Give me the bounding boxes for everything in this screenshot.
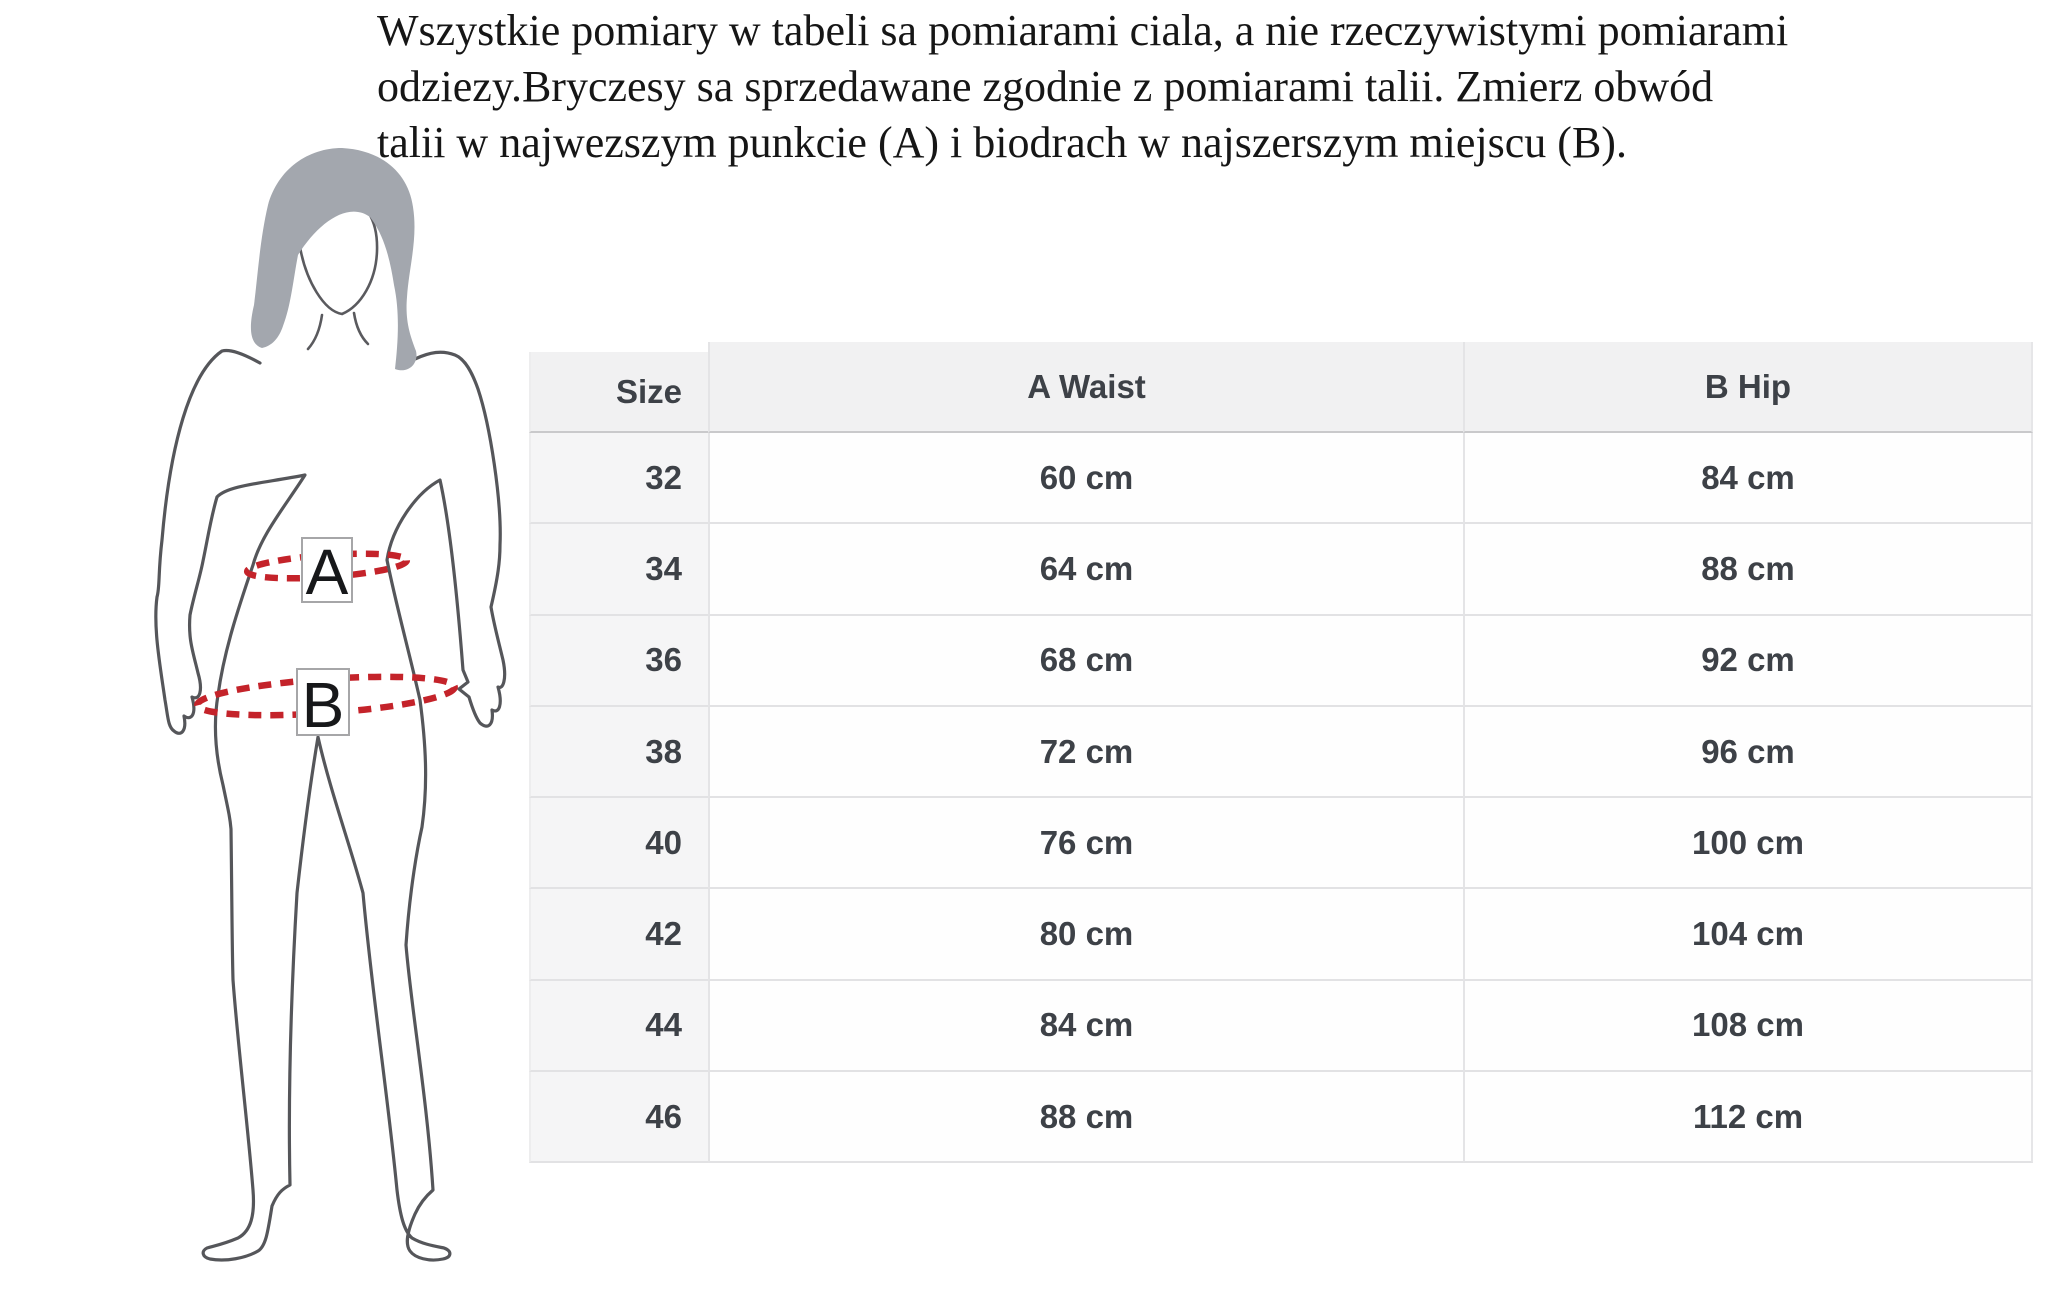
neck-line-right	[352, 311, 370, 346]
waist-marker-letter: A	[306, 536, 349, 608]
size-column-header: Size	[529, 352, 708, 433]
size-cell-row-8: 46	[529, 1072, 708, 1164]
hip-cell-row-6: 104 cm	[1463, 889, 2033, 981]
hip-column-header: B Hip	[1463, 342, 2033, 433]
hip-cell-row-4: 96 cm	[1463, 706, 2033, 799]
instructions-line-1: Wszystkie pomiary w tabeli sa pomiarami …	[377, 6, 1789, 55]
size-cell-row-2: 34	[529, 524, 708, 616]
hip-cell-row-7: 108 cm	[1463, 980, 2033, 1073]
measurement-instructions: Wszystkie pomiary w tabeli sa pomiarami …	[377, 3, 2048, 171]
silhouette-figure-svg: A B	[154, 148, 507, 1262]
hip-cell-row-2: 88 cm	[1463, 524, 2033, 616]
size-table-column-waist: A Waist 60 cm 64 cm 68 cm 72 cm 76 cm 80…	[708, 342, 1463, 1164]
waist-cell-row-8: 88 cm	[708, 1072, 1463, 1164]
waist-cell-row-7: 84 cm	[708, 980, 1463, 1073]
neck-line-left	[306, 313, 324, 351]
hip-marker-box	[296, 668, 350, 736]
waist-column-header: A Waist	[708, 342, 1463, 433]
hip-cell-row-3: 92 cm	[1463, 615, 2033, 707]
waist-cell-row-3: 68 cm	[708, 615, 1463, 707]
waist-cell-row-4: 72 cm	[708, 706, 1463, 799]
size-cell-row-4: 38	[529, 706, 708, 799]
waist-cell-row-2: 64 cm	[708, 524, 1463, 616]
instructions-line-2: odziezy.Bryczesy sa sprzedawane zgodnie …	[377, 62, 1714, 111]
body-outline	[154, 348, 507, 1262]
size-cell-row-6: 42	[529, 889, 708, 981]
hip-cell-row-1: 84 cm	[1463, 433, 2033, 525]
hip-cell-row-8: 112 cm	[1463, 1072, 2033, 1164]
size-cell-row-5: 40	[529, 798, 708, 890]
body-measurement-figure: A B	[110, 145, 520, 1265]
waist-cell-row-6: 80 cm	[708, 889, 1463, 981]
instructions-line-3: talii w najwezszym punkcie (A) i biodrac…	[377, 118, 1627, 167]
size-cell-row-3: 36	[529, 615, 708, 707]
hip-cell-row-5: 100 cm	[1463, 798, 2033, 890]
waist-cell-row-1: 60 cm	[708, 433, 1463, 525]
size-cell-row-7: 44	[529, 980, 708, 1073]
waist-marker-box	[301, 537, 353, 603]
size-cell-row-1: 32	[529, 433, 708, 525]
size-table-column-hip: B Hip 84 cm 88 cm 92 cm 96 cm 100 cm 104…	[1463, 342, 2033, 1164]
hip-marker-letter: B	[302, 669, 345, 741]
size-table-column-size: Size 32 34 36 38 40 42 44 46	[529, 352, 708, 1164]
hair-shape	[250, 148, 417, 371]
waist-cell-row-5: 76 cm	[708, 798, 1463, 890]
